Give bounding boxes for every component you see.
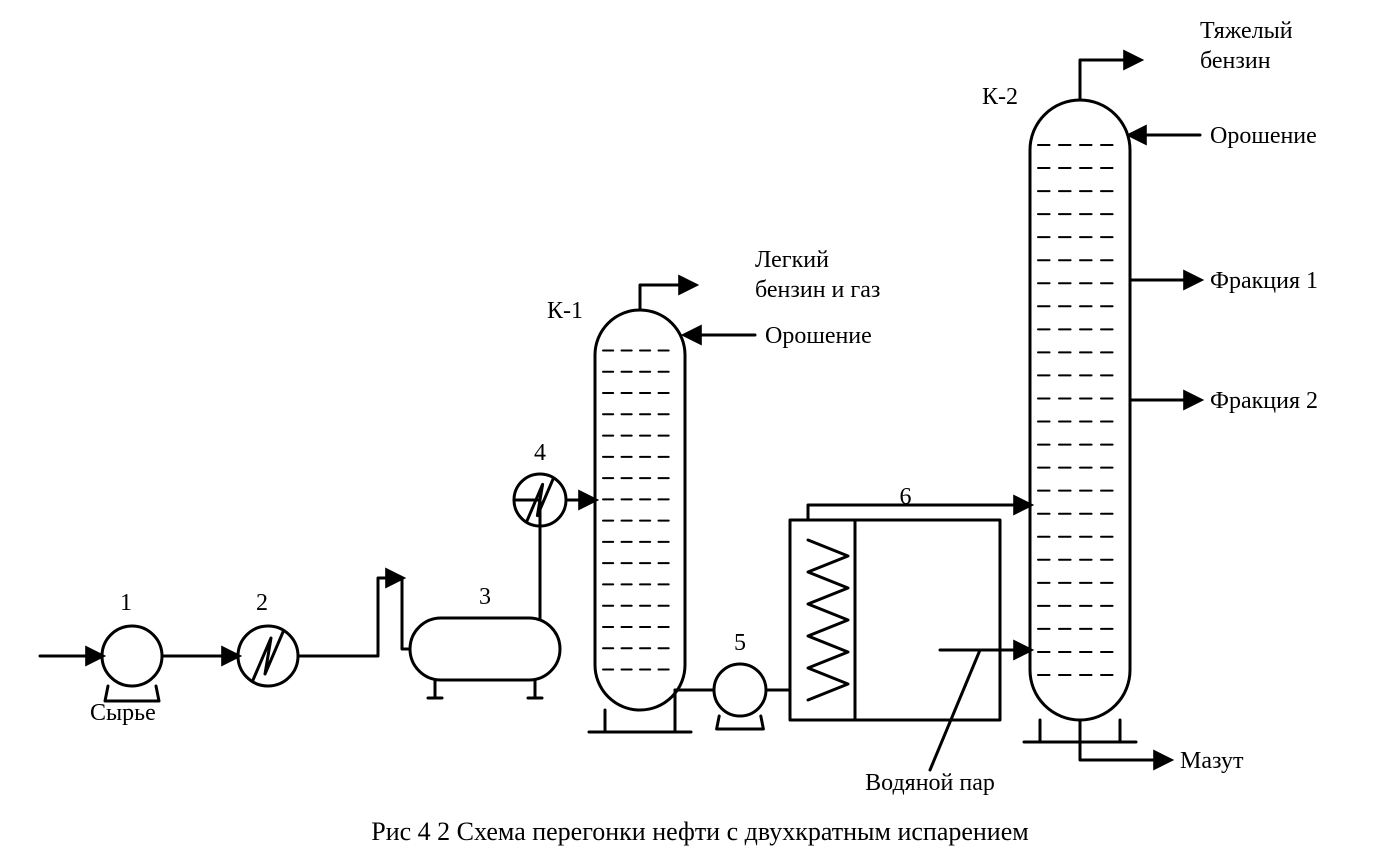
pipe-k2-overhead: [1080, 60, 1140, 100]
furnace-6: [790, 520, 1000, 720]
figure-caption: Рис 4 2 Схема перегонки нефти с двухкрат…: [371, 817, 1028, 846]
label-k1-reflux: Орошение: [765, 323, 872, 349]
label-light-gasoline-1: Легкий: [755, 247, 829, 273]
column-k1: [595, 310, 685, 710]
furnace-6-coil: [808, 540, 848, 700]
label-n3: 3: [479, 584, 491, 610]
heat-exchanger-2-coil: [253, 632, 283, 680]
label-feed: Сырье: [90, 700, 156, 726]
label-light-gasoline-2: бензин и газ: [755, 277, 880, 303]
label-n5: 5: [734, 630, 746, 656]
pipe-furnace-to-k2: [808, 505, 1030, 520]
label-k2-reflux: Орошение: [1210, 123, 1317, 149]
label-steam: Водяной пар: [865, 770, 995, 796]
pipe-k2-mazut: [1080, 720, 1170, 760]
column-k2: [1030, 100, 1130, 720]
pump-5-base: [717, 716, 764, 729]
label-n4: 4: [534, 440, 546, 466]
label-mazut: Мазут: [1180, 748, 1244, 774]
leader-steam: [930, 650, 980, 770]
label-heavy-gasoline-2: бензин: [1200, 48, 1271, 74]
desalter-3: [410, 618, 560, 680]
label-frac2: Фракция 2: [1210, 388, 1318, 414]
label-n1: 1: [120, 590, 132, 616]
label-heavy-gasoline-1: Тяжелый: [1200, 18, 1293, 44]
pipe-hx2-jog: [298, 578, 402, 656]
label-n2: 2: [256, 590, 268, 616]
pump-1: [102, 626, 162, 686]
pump-5: [714, 664, 766, 716]
label-k2: К-2: [982, 84, 1018, 110]
pump-1-base: [105, 686, 159, 701]
label-frac1: Фракция 1: [1210, 268, 1318, 294]
label-n6: 6: [900, 484, 912, 510]
label-k1: К-1: [547, 298, 583, 324]
pipe-jog-to-desalter: [402, 578, 410, 649]
pipe-k1-overhead: [640, 285, 695, 310]
